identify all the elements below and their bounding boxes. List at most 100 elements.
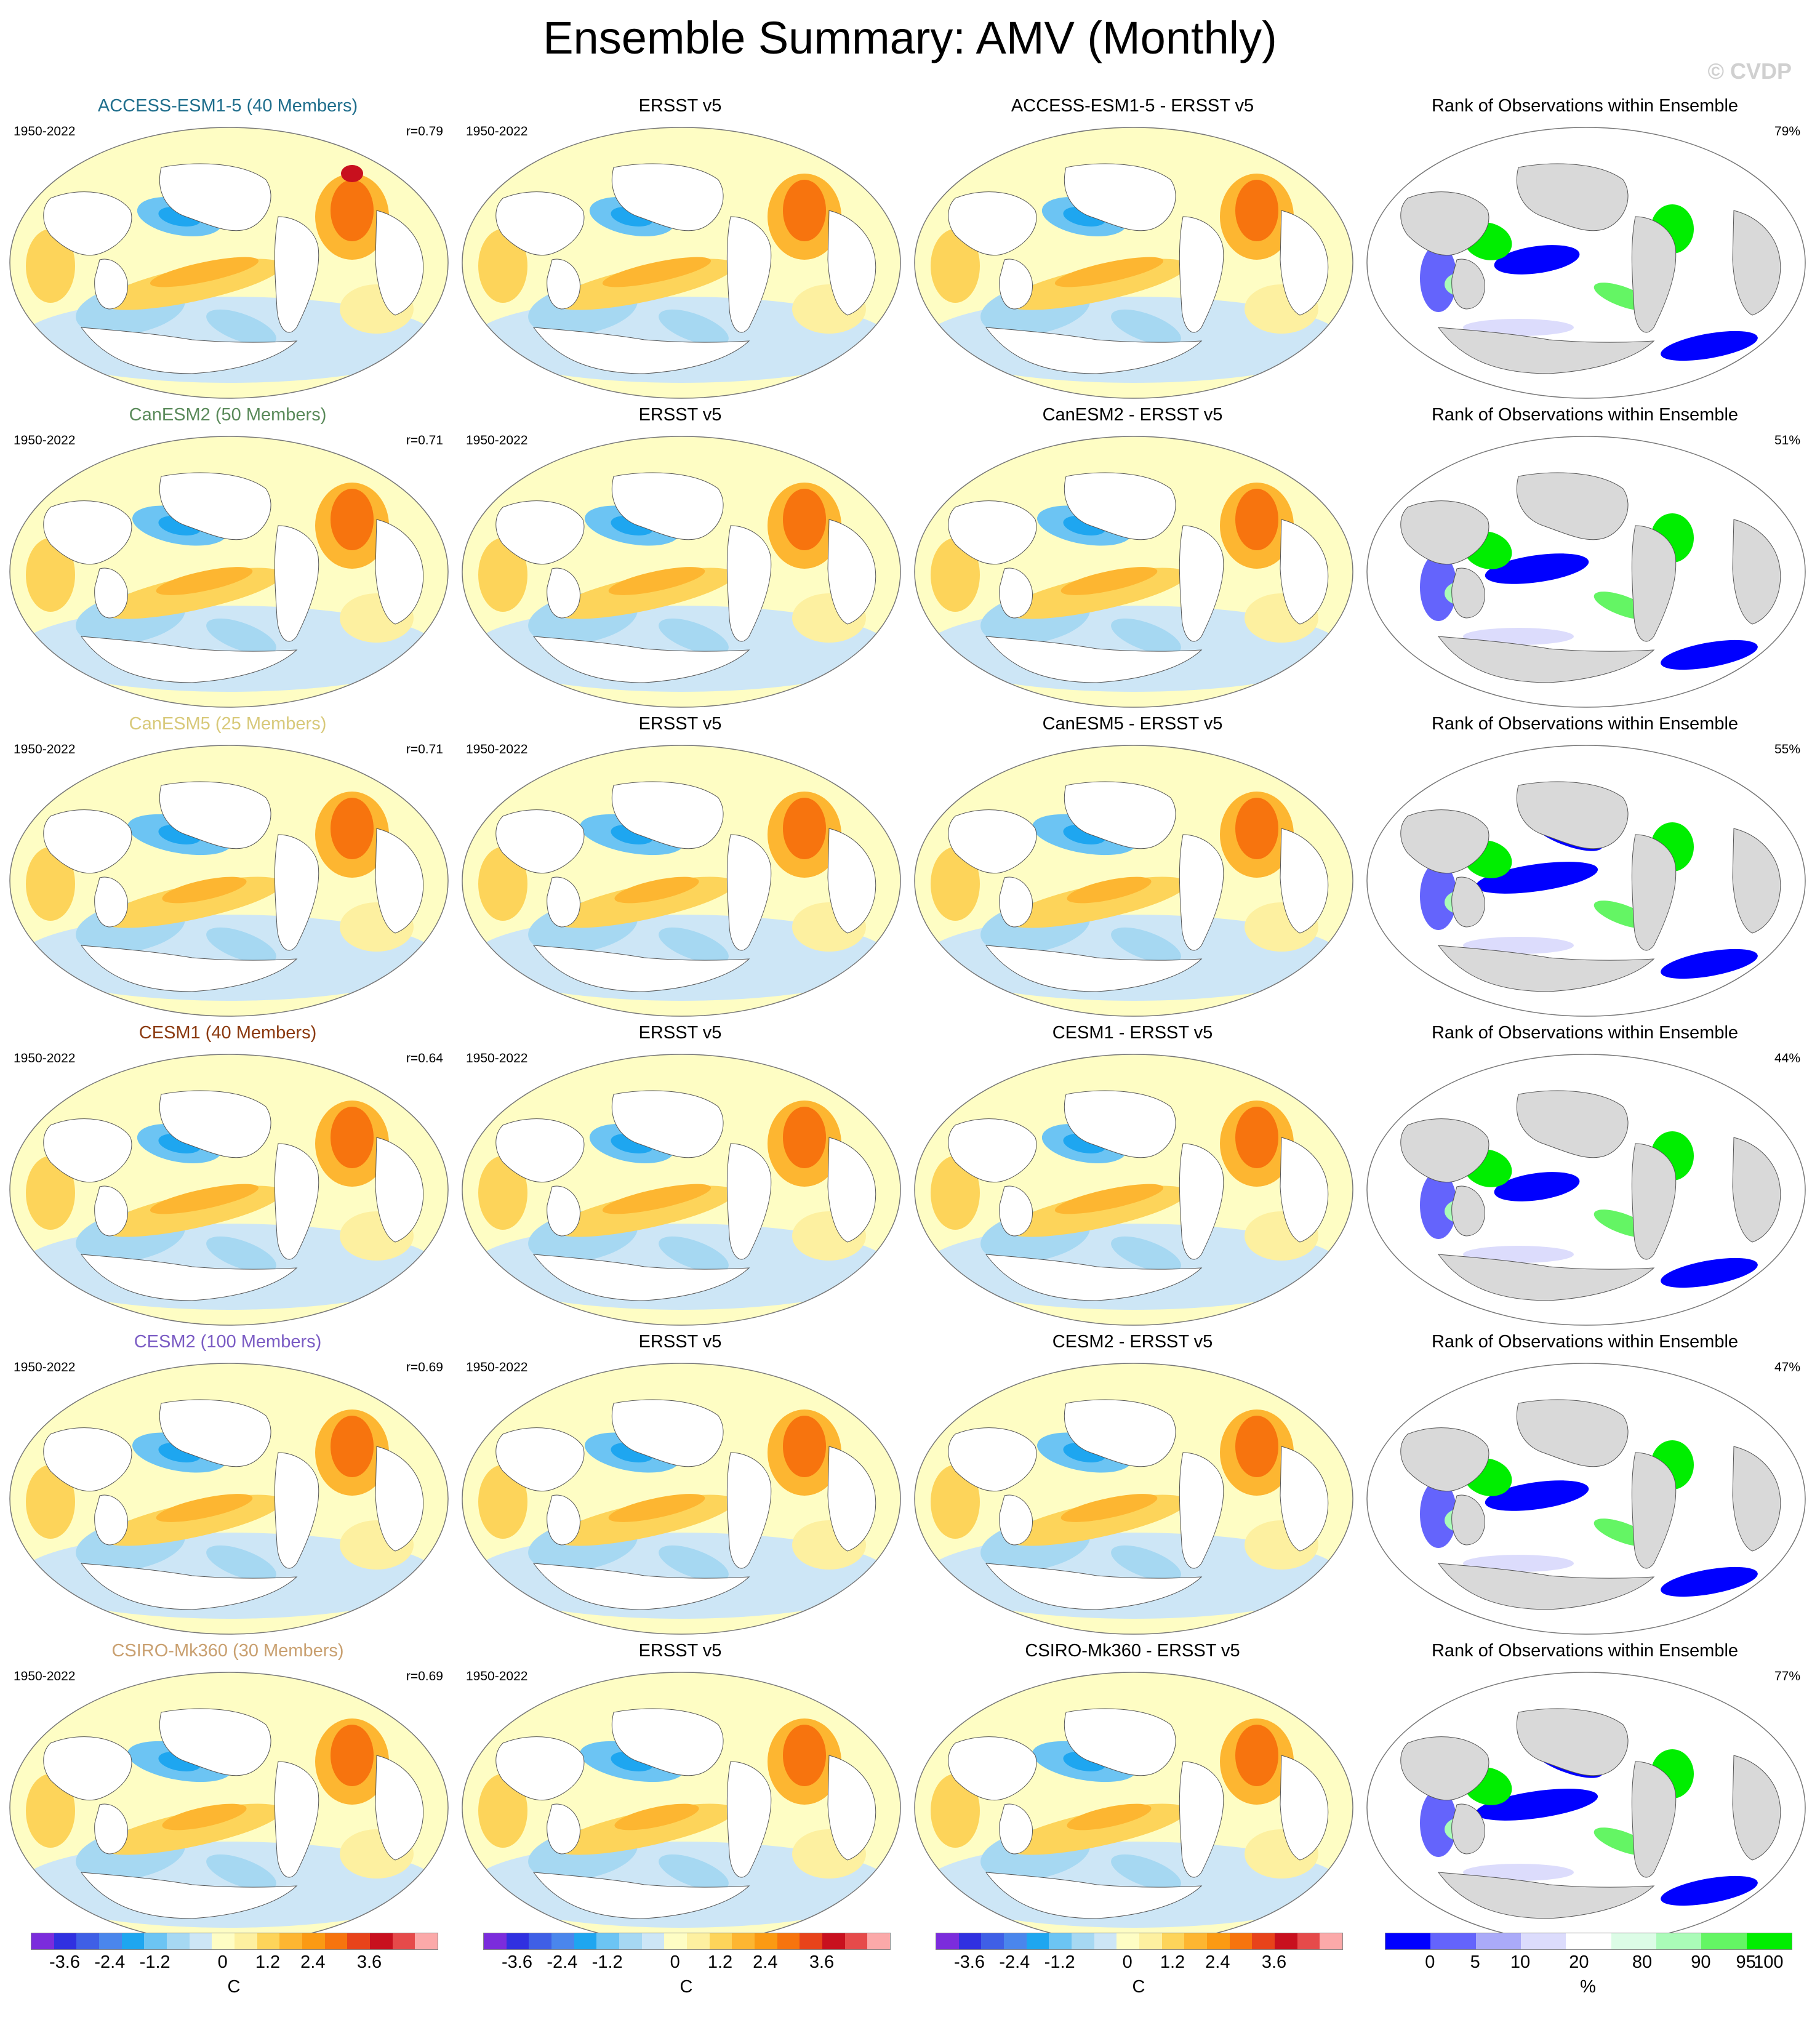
land-2 bbox=[43, 1736, 132, 1801]
land-5 bbox=[1280, 1137, 1329, 1243]
rank-panel: Rank of Observations within Ensemble 79% bbox=[1357, 92, 1813, 401]
land-0 bbox=[611, 163, 724, 231]
land-4 bbox=[80, 1872, 298, 1919]
map-border bbox=[9, 1054, 449, 1326]
obs-map bbox=[462, 1672, 901, 1944]
colorbar-tick-label: 100 bbox=[1754, 1952, 1784, 1972]
colorbar-swatch bbox=[484, 1933, 507, 1949]
colorbar-swatches bbox=[483, 1933, 891, 1950]
land-3 bbox=[999, 1803, 1033, 1855]
colorbar-swatch bbox=[1275, 1933, 1297, 1949]
period-label: 1950-2022 bbox=[14, 433, 76, 447]
page-title: Ensemble Summary: AMV (Monthly) bbox=[543, 12, 1277, 63]
land-4 bbox=[532, 1872, 750, 1919]
land-0 bbox=[611, 472, 724, 540]
land-2 bbox=[43, 1118, 132, 1183]
diff-map-wrap bbox=[912, 124, 1355, 401]
model-panel: ACCESS-ESM1-5 (40 Members) 1950-2022 r=0.7… bbox=[0, 92, 455, 401]
land-2 bbox=[495, 191, 585, 256]
colorbar-ticks: -3.6 -2.4 -1.2 0 1.2 2.4 3.6 bbox=[31, 1951, 437, 1976]
model-panel: CESM2 (100 Members) 1950-2022 r=0.69 bbox=[0, 1328, 455, 1637]
colorbar-swatch bbox=[1385, 1933, 1431, 1949]
land-0 bbox=[1064, 1708, 1176, 1776]
land-5 bbox=[827, 1446, 876, 1552]
colorbar-swatch bbox=[596, 1933, 620, 1949]
land-5 bbox=[1732, 1137, 1781, 1243]
land-3 bbox=[999, 567, 1033, 619]
land-3 bbox=[547, 1185, 580, 1237]
land-2 bbox=[948, 1427, 1037, 1492]
colorbar-unit: C bbox=[1132, 1977, 1145, 1997]
period-label: 1950-2022 bbox=[14, 742, 76, 756]
land-1 bbox=[1631, 1452, 1677, 1569]
obs-panel: ERSST v5 1950-2022 bbox=[452, 92, 908, 401]
colorbar-swatch bbox=[619, 1933, 642, 1949]
colorbar-tick-label: 3.6 bbox=[356, 1952, 382, 1972]
land-5 bbox=[375, 828, 424, 934]
colorbar-tick-label: 5 bbox=[1470, 1952, 1480, 1972]
obs-map-wrap bbox=[460, 1051, 903, 1328]
rank-title: Rank of Observations within Ensemble bbox=[1431, 1332, 1739, 1352]
model-map-wrap bbox=[7, 1669, 451, 1946]
map-border bbox=[914, 1054, 1353, 1326]
colorbar-swatch bbox=[1430, 1933, 1476, 1949]
land-1 bbox=[1179, 1452, 1224, 1569]
rank-percent: 79% bbox=[1774, 124, 1800, 138]
colorbar-swatch bbox=[1701, 1933, 1747, 1949]
map-border bbox=[462, 745, 901, 1017]
land-2 bbox=[1400, 1118, 1489, 1183]
colorbar-swatch bbox=[1320, 1933, 1343, 1949]
land-4 bbox=[985, 636, 1203, 683]
model-title: CanESM2 (50 Members) bbox=[129, 405, 327, 425]
land-5 bbox=[827, 519, 876, 625]
colorbar-swatch bbox=[1139, 1933, 1162, 1949]
rank-panel: Rank of Observations within Ensemble 44% bbox=[1357, 1019, 1813, 1328]
land-1 bbox=[274, 525, 319, 642]
obs-panel: ERSST v5 1950-2022 bbox=[452, 1328, 908, 1637]
land-2 bbox=[495, 1118, 585, 1183]
diff-map bbox=[914, 745, 1353, 1017]
land-0 bbox=[1516, 1090, 1629, 1158]
colorbar-swatch bbox=[1184, 1933, 1208, 1949]
map-border bbox=[914, 745, 1353, 1017]
land-5 bbox=[1732, 1446, 1781, 1552]
land-0 bbox=[611, 781, 724, 849]
diff-panel: CanESM2 - ERSST v5 bbox=[905, 401, 1360, 710]
colorbar-swatch bbox=[687, 1933, 710, 1949]
land-2 bbox=[1400, 1736, 1489, 1801]
obs-panel: ERSST v5 1950-2022 bbox=[452, 1019, 908, 1328]
colorbar-swatch bbox=[1094, 1933, 1117, 1949]
map-border bbox=[462, 127, 901, 399]
diff-panel: CESM1 - ERSST v5 bbox=[905, 1019, 1360, 1328]
colorbar-swatch bbox=[347, 1933, 371, 1949]
land-5 bbox=[375, 519, 424, 625]
rank-map-wrap bbox=[1365, 124, 1808, 401]
colorbar-swatch bbox=[370, 1933, 393, 1949]
colorbar-tick-label: -3.6 bbox=[502, 1952, 532, 1972]
land-2 bbox=[1400, 809, 1489, 874]
land-1 bbox=[274, 834, 319, 951]
land-5 bbox=[375, 1755, 424, 1861]
land-2 bbox=[43, 809, 132, 874]
colorbar-ticks: -3.6 -2.4 -1.2 0 1.2 2.4 3.6 bbox=[936, 1951, 1342, 1976]
obs-map bbox=[462, 745, 901, 1017]
colorbar-swatch bbox=[324, 1933, 348, 1949]
model-panel: CESM1 (40 Members) 1950-2022 r=0.64 bbox=[0, 1019, 455, 1328]
map-border bbox=[462, 1054, 901, 1326]
rank-title: Rank of Observations within Ensemble bbox=[1431, 96, 1739, 116]
obs-title: ERSST v5 bbox=[638, 714, 722, 734]
colorbar-swatches bbox=[1385, 1933, 1792, 1950]
colorbar-swatch bbox=[279, 1933, 303, 1949]
colorbar-tick-label: 1.2 bbox=[707, 1952, 733, 1972]
colorbar-swatch bbox=[1656, 1933, 1702, 1949]
map-border bbox=[462, 1363, 901, 1635]
land-0 bbox=[1516, 1399, 1629, 1467]
model-map bbox=[9, 1054, 449, 1326]
colorbar-tick-label: 95 bbox=[1736, 1952, 1756, 1972]
diff-title: CESM2 - ERSST v5 bbox=[1052, 1332, 1213, 1352]
map-border bbox=[1366, 127, 1806, 399]
land-0 bbox=[1064, 1090, 1176, 1158]
model-map bbox=[9, 127, 449, 399]
obs-map-wrap bbox=[460, 1360, 903, 1637]
colorbar-tick-label: 1.2 bbox=[255, 1952, 281, 1972]
